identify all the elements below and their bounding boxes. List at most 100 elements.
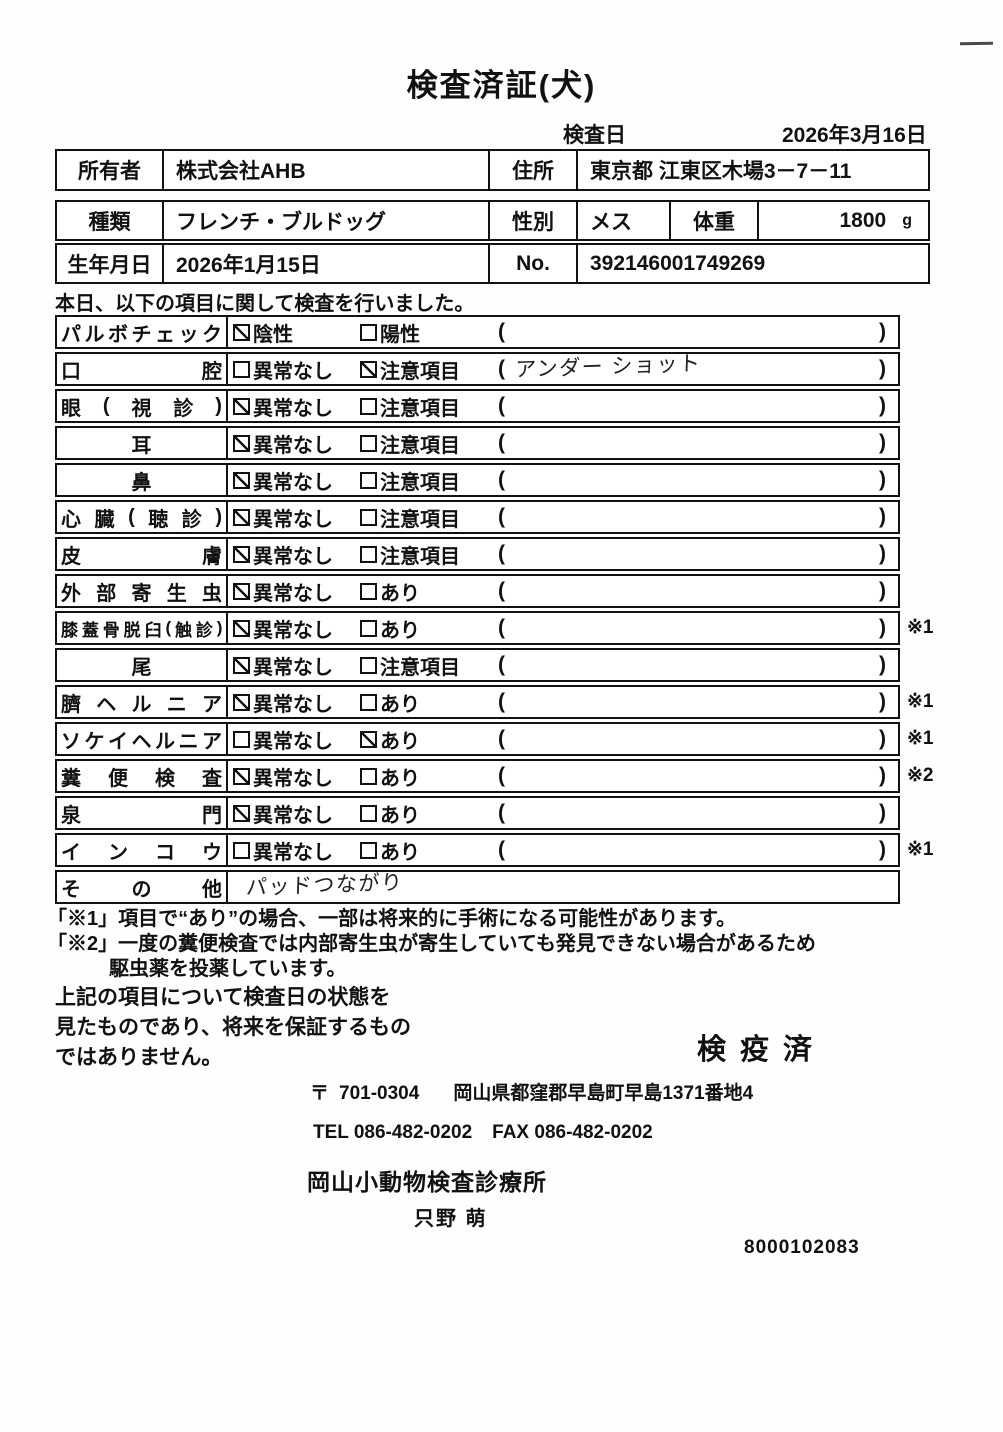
inspection-row-box: 糞便検査 異常なし あり ( ) — [55, 759, 900, 793]
handwritten-entry — [505, 689, 879, 702]
checkbox-icon — [233, 841, 250, 859]
option-2-label: あり — [380, 582, 420, 605]
option-1: 異常なし — [233, 799, 360, 828]
inspection-row: 尾 異常なし 注意項目 ( ) — [55, 648, 900, 682]
option-1: 異常なし — [233, 503, 360, 532]
inspection-row-box: 口腔 異常なし 注意項目 ( アンダー ショット ) — [55, 352, 900, 386]
tel-number: TEL 086-482-0202 — [313, 1122, 473, 1143]
handwritten-entry — [505, 800, 879, 813]
row-options: 異常なし あり ( ) — [228, 798, 898, 828]
owner-table: 所有者 株式会社AHB 住所 東京都 江東区木場3－7－11 — [55, 149, 930, 191]
clinic-name: 岡山小動物検査診療所 — [307, 1169, 547, 1195]
row-options: 陰性 陽性 ( ) — [228, 317, 898, 347]
row-options: 異常なし 注意項目 ( ) — [228, 650, 898, 680]
option-1-label: 異常なし — [253, 582, 333, 605]
row-options: 異常なし 注意項目 ( ) — [228, 465, 898, 495]
paren-open: ( — [498, 764, 505, 787]
row-options: 異常なし あり ( ) — [228, 613, 898, 643]
row-options: 異常なし あり ( ) — [228, 761, 898, 791]
paren-open: ( — [498, 505, 505, 528]
checkbox-icon — [360, 619, 377, 637]
option-2-label: 注意項目 — [380, 360, 460, 383]
footnote-mark: ※1 — [907, 617, 934, 638]
disclaimer: 上記の項目について検査日の状態を 見たものであり、将来を保証するもの ではありません… — [55, 983, 411, 1073]
footnote-line: 「※1」項目で“あり”の場合、一部は将来的に手術になる可能性があります。 — [47, 908, 737, 930]
option-2: 注意項目 — [360, 392, 498, 421]
row-item-label: ソケイヘルニア — [57, 724, 228, 754]
checkbox-icon — [360, 397, 377, 415]
sex-value: メス — [576, 202, 669, 239]
option-2: 注意項目 — [360, 503, 498, 532]
checkbox-icon — [233, 582, 250, 600]
option-1-label: 異常なし — [253, 619, 333, 642]
paren-open: ( — [498, 653, 505, 676]
checkbox-icon — [233, 545, 250, 563]
paren-open: ( — [498, 468, 505, 491]
footnote-mark: ※1 — [907, 839, 934, 860]
checkbox-icon — [233, 693, 250, 711]
option-2: あり — [360, 614, 498, 643]
checkbox-icon — [233, 360, 250, 378]
option-2: あり — [360, 577, 498, 606]
checkbox-icon — [233, 434, 250, 452]
inspection-row: 心臓(聴診) 異常なし 注意項目 ( ) — [55, 500, 900, 534]
paren-open: ( — [498, 394, 505, 417]
option-1: 異常なし — [233, 577, 360, 606]
checkbox-icon — [360, 767, 377, 785]
inspection-row-box: 尾 異常なし 注意項目 ( ) — [55, 648, 900, 682]
checkbox-icon — [233, 471, 250, 489]
paren-open: ( — [498, 357, 505, 380]
option-1-label: 異常なし — [253, 693, 333, 716]
owner-row: 所有者 株式会社AHB 住所 東京都 江東区木場3－7－11 — [55, 149, 930, 191]
breed-label: 種類 — [88, 210, 131, 234]
row-item-label: 皮膚 — [57, 539, 228, 569]
handwritten-entry — [505, 837, 879, 850]
row-item-label: 鼻 — [57, 465, 228, 495]
inspection-row-box: ソケイヘルニア 異常なし あり ( ) — [55, 722, 900, 756]
serial-number: 8000102083 — [744, 1237, 860, 1258]
postal-mark-icon: 〒 — [310, 1083, 330, 1104]
checkbox-icon — [360, 841, 377, 859]
breed-value: フレンチ・ブルドッグ — [162, 202, 488, 239]
checkbox-icon — [360, 471, 377, 489]
option-2-label: 注意項目 — [380, 434, 460, 457]
paren-close: ) — [879, 320, 886, 343]
no-value: 392146001749269 — [576, 245, 928, 282]
row-item-label: 外部寄生虫 — [57, 576, 228, 606]
option-1-label: 異常なし — [253, 471, 333, 494]
weight-value: 1800 — [839, 208, 887, 232]
dob-row: 生年月日 2026年1月15日 No. 392146001749269 — [55, 243, 930, 284]
paren-close: ) — [879, 505, 886, 528]
clinic-phone-line: TEL 086-482-0202 FAX 086-482-0202 — [313, 1122, 653, 1144]
option-2-label: 注意項目 — [380, 545, 460, 568]
paren-close: ) — [879, 690, 886, 713]
row-item-label: 眼(視診) — [57, 391, 228, 421]
option-1-label: 異常なし — [253, 730, 333, 753]
inspection-row-box: 外部寄生虫 異常なし あり ( ) — [55, 574, 900, 608]
option-2: 注意項目 — [360, 651, 498, 680]
option-1: 異常なし — [233, 614, 360, 643]
disclaimer-line: 見たものであり、将来を保証するもの — [55, 1016, 411, 1039]
inspection-row: 耳 異常なし 注意項目 ( ) — [55, 426, 900, 460]
checkbox-icon — [360, 693, 377, 711]
option-1-label: 異常なし — [253, 841, 333, 864]
fax-number: FAX 086-482-0202 — [492, 1122, 653, 1143]
handwritten-entry — [505, 578, 879, 591]
option-1-label: 異常なし — [253, 397, 333, 420]
inspection-row-box: 鼻 異常なし 注意項目 ( ) — [55, 463, 900, 497]
inspection-row-box: インコウ 異常なし あり ( ) — [55, 833, 900, 867]
inspection-row: ソケイヘルニア 異常なし あり ( ) ※1 — [55, 722, 934, 756]
handwritten-entry — [505, 504, 879, 517]
paren-close: ) — [879, 838, 886, 861]
checkbox-icon — [233, 619, 250, 637]
disclaimer-line: ではありません。 — [55, 1046, 223, 1069]
animal-info-table: 種類 フレンチ・ブルドッグ 性別 メス 体重 1800 g 生年月日 2026年… — [55, 200, 930, 284]
row-options: 異常なし あり ( ) — [228, 724, 898, 754]
option-2: 注意項目 — [360, 540, 498, 569]
handwritten-entry — [505, 763, 879, 776]
inspection-table: パルボチェック 陰性 陽性 ( ) — [55, 315, 934, 904]
checkbox-icon — [233, 656, 250, 674]
row-item-label: 心臓(聴診) — [57, 502, 228, 532]
checkbox-icon — [233, 804, 250, 822]
paren-open: ( — [498, 431, 505, 454]
